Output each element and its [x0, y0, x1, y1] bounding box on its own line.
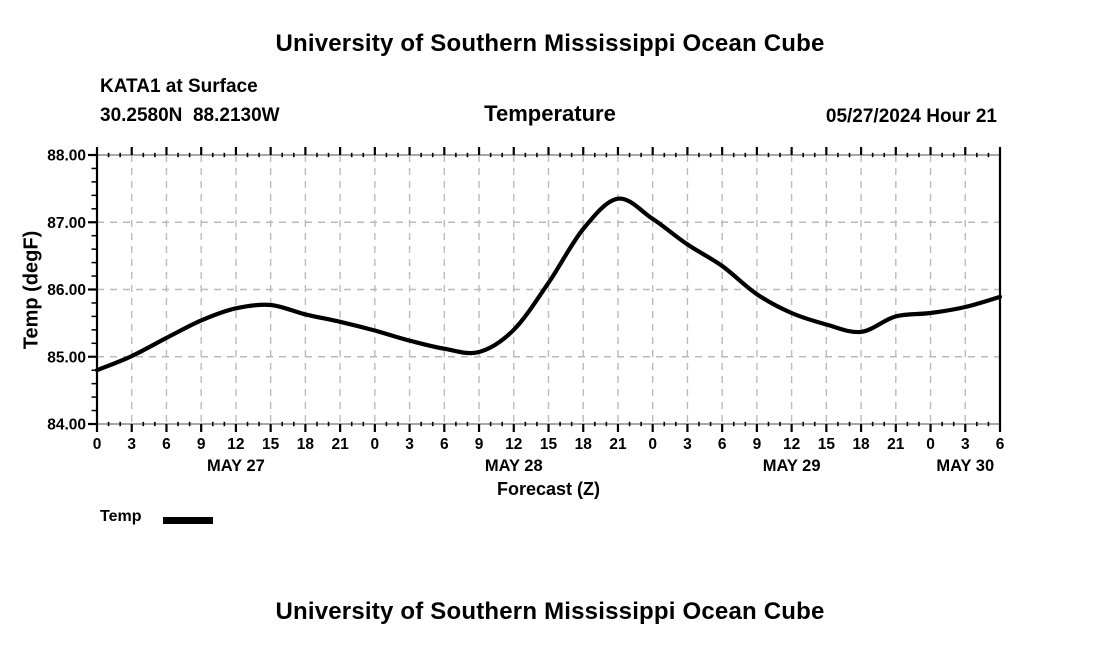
y-tick-label: 84.00	[47, 417, 86, 434]
x-date-label: MAY 30	[936, 457, 994, 475]
page-title: University of Southern Mississippi Ocean…	[275, 30, 825, 57]
x-tick-label: 18	[852, 436, 870, 453]
y-tick-label: 87.00	[47, 215, 86, 232]
x-tick-label: 12	[505, 436, 522, 453]
x-tick-label: 12	[783, 436, 800, 453]
x-tick-label: 6	[718, 436, 727, 453]
variable-title: Temperature	[484, 101, 616, 126]
x-tick-label: 3	[405, 436, 414, 453]
x-tick-label: 0	[926, 436, 935, 453]
datetime-label: 05/27/2024 Hour 21	[825, 106, 997, 127]
y-tick-label: 88.00	[47, 148, 86, 165]
x-tick-label: 3	[127, 436, 136, 453]
coordinates-label: 30.2580N 88.2130W	[100, 105, 280, 126]
legend-label: Temp	[100, 508, 142, 525]
legend-line-swatch	[163, 517, 213, 524]
y-tick-label: 86.00	[47, 282, 86, 299]
x-tick-label: 0	[371, 436, 380, 453]
y-tick-label: 85.00	[47, 349, 86, 366]
station-label: KATA1 at Surface	[100, 76, 258, 97]
temp-series-line	[94, 196, 1003, 373]
x-tick-label: 6	[996, 436, 1005, 453]
x-tick-label: 18	[297, 436, 315, 453]
x-tick-label: 3	[961, 436, 970, 453]
x-tick-label: 6	[162, 436, 171, 453]
x-tick-label: 21	[609, 436, 627, 453]
x-tick-label: 18	[575, 436, 593, 453]
x-tick-label: 12	[227, 436, 244, 453]
x-date-label: MAY 29	[763, 457, 821, 475]
x-tick-label: 21	[331, 436, 349, 453]
x-tick-label: 15	[818, 436, 836, 453]
x-tick-label: 21	[887, 436, 905, 453]
next-page-title: University of Southern Mississippi Ocean…	[275, 598, 825, 625]
x-tick-label: 3	[683, 436, 692, 453]
x-tick-label: 9	[753, 436, 762, 453]
x-date-label: MAY 27	[207, 457, 265, 475]
x-date-label: MAY 28	[485, 457, 543, 475]
x-tick-label: 6	[440, 436, 449, 453]
x-tick-label: 15	[262, 436, 280, 453]
x-tick-label: 9	[475, 436, 484, 453]
x-tick-label: 0	[648, 436, 657, 453]
x-tick-label: 0	[93, 436, 102, 453]
x-tick-label: 15	[540, 436, 558, 453]
x-tick-label: 9	[197, 436, 206, 453]
x-axis-title: Forecast (Z)	[496, 479, 601, 499]
